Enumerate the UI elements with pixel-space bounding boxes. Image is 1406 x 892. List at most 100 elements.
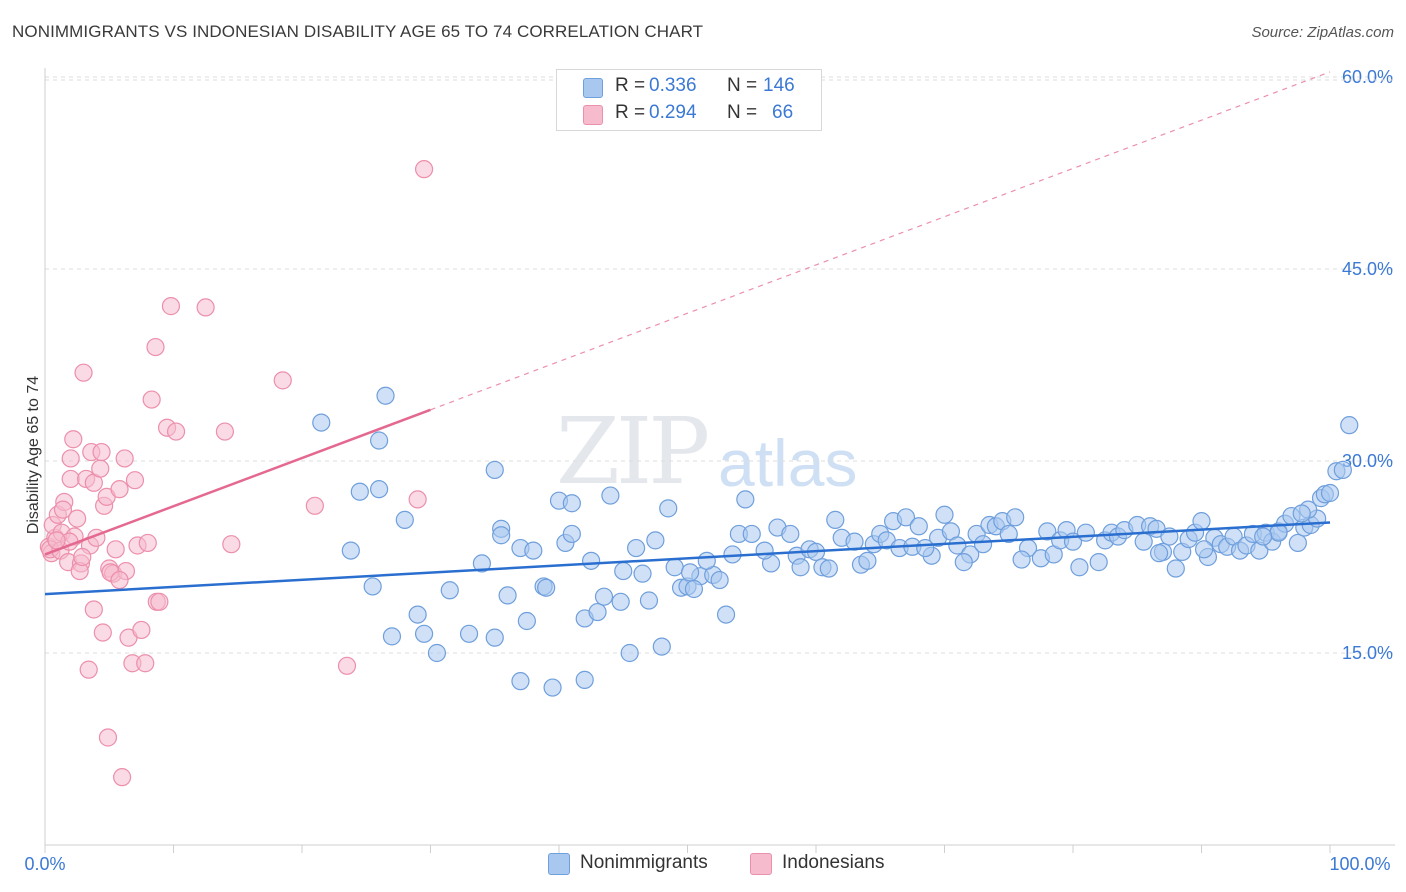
y-tick-label: 60.0%	[1342, 67, 1393, 87]
nonimmigrants-point	[742, 524, 761, 544]
nonimmigrants-point	[1340, 416, 1359, 435]
legend-r-value: 0.294	[649, 102, 697, 123]
indonesians-point	[53, 500, 73, 519]
indonesians-point	[305, 496, 324, 515]
indonesians-point	[161, 297, 181, 316]
nonimmigrants-point	[498, 586, 517, 605]
indonesians-point	[142, 390, 161, 409]
nonimmigrants-point	[472, 554, 491, 573]
indonesians-point	[150, 592, 169, 611]
legend-swatch-pink	[583, 105, 603, 125]
nonimmigrants-point	[427, 643, 447, 663]
y-tick-label: 45.0%	[1342, 259, 1393, 279]
indonesians-point	[47, 531, 66, 550]
y-axis-label: Disability Age 65 to 74	[25, 375, 42, 535]
nonimmigrants-point	[588, 602, 607, 622]
legend-swatch-blue	[583, 78, 603, 98]
nonimmigrants-point	[517, 611, 536, 631]
nonimmigrants-point	[408, 605, 427, 624]
nonimmigrants-point	[1292, 504, 1311, 523]
indonesians-point	[115, 449, 134, 468]
nonimmigrants-point	[697, 551, 716, 570]
indonesians-point	[222, 535, 241, 554]
nonimmigrants-point	[620, 643, 639, 663]
nonimmigrants-point	[716, 605, 736, 624]
nonimmigrants-point	[1012, 550, 1031, 569]
indonesians-point	[110, 480, 129, 499]
bottom-legend-swatch-blue	[548, 853, 570, 875]
indonesians-point	[74, 363, 93, 382]
nonimmigrants-point	[652, 637, 671, 656]
nonimmigrants-point	[1134, 532, 1153, 551]
nonimmigrants-trendline	[44, 521, 1331, 596]
chart-title: NONIMMIGRANTS VS INDONESIAN DISABILITY A…	[12, 22, 704, 41]
nonimmigrants-point	[646, 531, 665, 550]
y-tick-label: 15.0%	[1342, 643, 1393, 663]
nonimmigrants-point	[459, 624, 479, 643]
y-tick-label: 30.0%	[1342, 451, 1393, 471]
nonimmigrants-point	[601, 486, 620, 505]
indonesians-point	[79, 660, 98, 679]
nonimmigrants-point	[665, 558, 684, 577]
nonimmigrants-point	[680, 563, 700, 582]
nonimmigrants-point	[791, 558, 810, 577]
bottom-legend-label: Indonesians	[782, 852, 885, 873]
nonimmigrants-point	[485, 460, 504, 480]
nonimmigrants-point	[1070, 558, 1089, 577]
nonimmigrants-point	[1254, 527, 1273, 546]
nonimmigrants-point	[511, 672, 530, 691]
nonimmigrants-point	[414, 624, 434, 643]
nonimmigrants-point	[1194, 540, 1214, 559]
nonimmigrants-point	[826, 510, 845, 529]
legend-r-label: R =	[615, 75, 646, 96]
nonimmigrants-point	[350, 482, 369, 501]
nonimmigrants-point	[594, 587, 614, 606]
indonesians-point	[64, 430, 83, 449]
x-tick-label: 100.0%	[1329, 854, 1390, 874]
legend-n-value: 66	[772, 102, 794, 123]
indonesians-point	[84, 600, 103, 619]
indonesians-point	[136, 654, 155, 673]
nonimmigrants-point	[440, 581, 459, 600]
nonimmigrants-point	[376, 386, 395, 405]
nonimmigrants-point	[858, 551, 877, 570]
indonesians-point	[98, 728, 118, 747]
indonesians-trendline-extension	[430, 71, 1331, 411]
indonesians-point	[414, 160, 434, 179]
nonimmigrants-point	[537, 578, 556, 597]
nonimmigrants-point	[916, 538, 935, 558]
nonimmigrants-point	[954, 553, 973, 572]
indonesians-point	[110, 570, 129, 590]
nonimmigrants-point	[562, 494, 581, 513]
nonimmigrants-point	[562, 524, 581, 544]
nonimmigrants-point	[575, 670, 594, 689]
nonimmigrants-point	[684, 579, 704, 599]
legend-n-label: N =	[727, 102, 758, 123]
nonimmigrants-point	[1320, 483, 1340, 503]
indonesians-point	[73, 547, 92, 567]
nonimmigrants-point	[524, 541, 543, 560]
nonimmigrants-point	[395, 510, 414, 529]
nonimmigrants-point	[382, 627, 402, 646]
nonimmigrants-point	[659, 499, 678, 518]
indonesians-point	[125, 471, 145, 490]
indonesians-point	[408, 490, 427, 509]
indonesians-point	[138, 533, 157, 553]
nonimmigrants-point	[543, 678, 562, 697]
indonesians-point	[106, 540, 125, 559]
indonesians-point	[273, 371, 292, 390]
nonimmigrants-point	[626, 538, 646, 558]
indonesians-point	[92, 442, 111, 462]
indonesians-point	[68, 509, 87, 528]
nonimmigrants-point	[1089, 553, 1108, 572]
indonesians-point	[61, 449, 80, 468]
nonimmigrants-point	[1192, 512, 1211, 531]
nonimmigrants-point	[611, 592, 630, 611]
nonimmigrants-point	[999, 524, 1018, 544]
indonesians-point	[337, 656, 357, 675]
nonimmigrants-point	[485, 628, 504, 647]
nonimmigrants-point	[935, 505, 954, 524]
nonimmigrants-point	[1166, 559, 1185, 578]
nonimmigrants-point	[1038, 522, 1057, 541]
